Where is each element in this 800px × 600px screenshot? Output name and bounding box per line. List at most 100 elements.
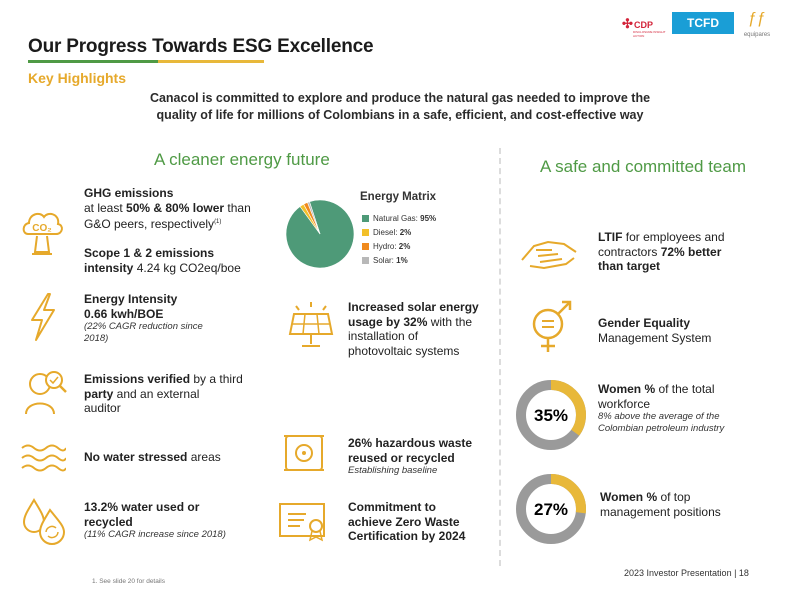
- page-footer: 2023 Investor Presentation | 18: [624, 568, 749, 578]
- energy-intensity-line-2: 0.66 kwh/BOE: [84, 306, 164, 321]
- verified-line-3: auditor: [84, 401, 121, 415]
- solar-line-4: photovoltaic systems: [348, 343, 460, 358]
- verified-line-1b: by a third: [190, 372, 243, 386]
- hazardous-waste-text: 26% hazardous waste reused or recycled E…: [348, 436, 498, 477]
- co2-cloud-icon: CO₂: [22, 212, 63, 255]
- ltif-line-1b: for employees and: [622, 230, 725, 244]
- energy-intensity-note-1: (22% CAGR reduction since: [84, 321, 203, 332]
- solar-line-2b: 32%: [403, 314, 428, 329]
- ghg-footnote-ref: (1): [214, 219, 222, 225]
- handshake-icon: [521, 240, 577, 270]
- intro-line-1: Canacol is committed to explore and prod…: [149, 91, 651, 105]
- water-stress-bold: No water stressed: [84, 450, 188, 464]
- water-stress-rest: areas: [187, 450, 221, 464]
- gender-line-2: Management System: [598, 330, 712, 345]
- verified-line-2b: and an external: [113, 386, 200, 401]
- zero-waste-line-3: Certification by 2024: [348, 529, 466, 543]
- women-total-line-1b: of the total: [655, 382, 715, 396]
- emissions-verified-text: Emissions verified by a third party and …: [84, 372, 284, 416]
- legend-item: Diesel: 2%: [362, 225, 436, 239]
- intro-line-2: quality of life for millions of Colombia…: [156, 108, 644, 122]
- cdp-logo-text: CDP: [634, 20, 654, 30]
- gender-equality-icon: [532, 300, 572, 352]
- water-used-note: (11% CAGR increase since 2018): [84, 529, 226, 540]
- ghg-line-3: G&O peers, respectively: [84, 217, 215, 231]
- solar-line-2c: with the: [427, 314, 473, 329]
- solar-line-3: installation of: [348, 329, 419, 343]
- legend-swatch: [362, 214, 369, 222]
- women-mgmt-line-1a: Women %: [600, 490, 658, 504]
- ltif-line-1a: LTIF: [598, 230, 623, 244]
- verified-line-2a: party: [84, 386, 114, 401]
- key-highlights-heading: Key Highlights: [28, 70, 127, 86]
- tcfd-logo: TCFD: [672, 12, 734, 34]
- legend-item: Natural Gas: 95%: [362, 211, 436, 225]
- energy-matrix-pie-chart: [285, 199, 355, 269]
- legend-item: Solar: 1%: [362, 253, 436, 267]
- energy-matrix-legend: Natural Gas: 95% Diesel: 2% Hydro: 2% Solar…: [362, 211, 436, 267]
- women-total-line-1a: Women %: [598, 382, 656, 396]
- cdp-logo-subtext: DISCLOSURE INSIGHT ACTION: [633, 30, 666, 38]
- solar-line-1: Increased solar energy: [348, 300, 479, 314]
- legend-item: Hydro: 2%: [362, 239, 436, 253]
- title-underline: [28, 60, 264, 63]
- legend-swatch: [362, 256, 369, 264]
- women-management-pct: 27%: [534, 500, 568, 519]
- water-used-line-2: recycled: [84, 514, 133, 529]
- ltif-line-2a: contractors: [598, 244, 661, 259]
- women-mgmt-line-2: management positions: [600, 504, 721, 519]
- water-waves-icon: [21, 444, 66, 472]
- energy-intensity-line-1: Energy Intensity: [84, 292, 178, 306]
- water-stress-text: No water stressed areas: [84, 450, 284, 465]
- ltif-text: LTIF for employees and contractors 72% b…: [598, 230, 778, 274]
- section-divider: [499, 148, 501, 566]
- zero-waste-text: Commitment to achieve Zero Waste Certifi…: [348, 500, 498, 544]
- equipares-logo-text: equipares: [743, 32, 771, 38]
- legend-swatch: [362, 242, 369, 250]
- legend-label: Natural Gas: 95%: [373, 213, 437, 223]
- auditor-magnifier-icon: [25, 371, 67, 415]
- svg-text:CO₂: CO₂: [32, 223, 51, 234]
- water-recycle-icon: [22, 498, 66, 545]
- waste-line-2: reused or recycled: [348, 450, 455, 465]
- intro-statement: Canacol is committed to explore and prod…: [110, 90, 690, 124]
- section-title-safe-team: A safe and committed team: [540, 157, 746, 176]
- water-used-line-1: 13.2% water used or: [84, 500, 200, 514]
- women-workforce-pct: 35%: [534, 406, 568, 425]
- women-workforce-text: Women % of the total workforce 8% above …: [598, 382, 788, 435]
- cdp-mark-icon: ✣: [622, 16, 633, 31]
- zero-waste-line-1: Commitment to: [348, 500, 436, 514]
- ghg-line-2c: than: [224, 200, 251, 215]
- zero-waste-line-2: achieve Zero Waste: [348, 514, 460, 529]
- ghg-line-2b: 50% & 80% lower: [126, 200, 225, 215]
- water-used-text: 13.2% water used or recycled (11% CAGR i…: [84, 500, 284, 541]
- equipares-mark-icon: ƒƒ: [748, 10, 766, 27]
- women-workforce-donut: 35%: [516, 380, 586, 450]
- ltif-line-2b: 72% better: [660, 244, 722, 259]
- certificate-icon: [279, 503, 325, 542]
- women-workforce-arc: [516, 380, 586, 450]
- ghg-line-2a: at least: [84, 200, 127, 215]
- solar-line-2a: usage by: [348, 314, 404, 329]
- women-total-line-2: workforce: [598, 396, 651, 411]
- energy-intensity-note-2: 2018): [84, 333, 109, 344]
- solar-panel-icon: [288, 302, 334, 347]
- women-management-text: Women % of top management positions: [600, 490, 790, 519]
- women-mgmt-line-1b: of top: [657, 490, 691, 504]
- energy-matrix-title: Energy Matrix: [360, 191, 437, 203]
- cdp-logo: ✣ CDP DISCLOSURE INSIGHT ACTION: [622, 14, 668, 38]
- waste-line-1: 26% hazardous waste: [348, 436, 473, 450]
- waste-note: Establishing baseline: [348, 465, 438, 476]
- women-total-note-1: 8% above the average of the: [598, 411, 720, 422]
- lightning-icon: [31, 293, 55, 341]
- scope-emissions-text: Scope 1 & 2 emissions intensity 4.24 kg …: [84, 246, 284, 275]
- women-management-donut: 27%: [516, 474, 586, 544]
- gender-equality-text: Gender Equality Management System: [598, 316, 778, 345]
- women-management-arc: [516, 474, 586, 544]
- gender-line-1: Gender Equality: [598, 316, 691, 330]
- scope-line-1: Scope 1 & 2 emissions: [84, 246, 215, 260]
- section-title-cleaner-energy: A cleaner energy future: [154, 150, 330, 169]
- energy-intensity-text: Energy Intensity 0.66 kwh/BOE (22% CAGR …: [84, 292, 284, 345]
- page-title: Our Progress Towards ESG Excellence: [28, 36, 374, 57]
- legend-swatch: [362, 228, 369, 236]
